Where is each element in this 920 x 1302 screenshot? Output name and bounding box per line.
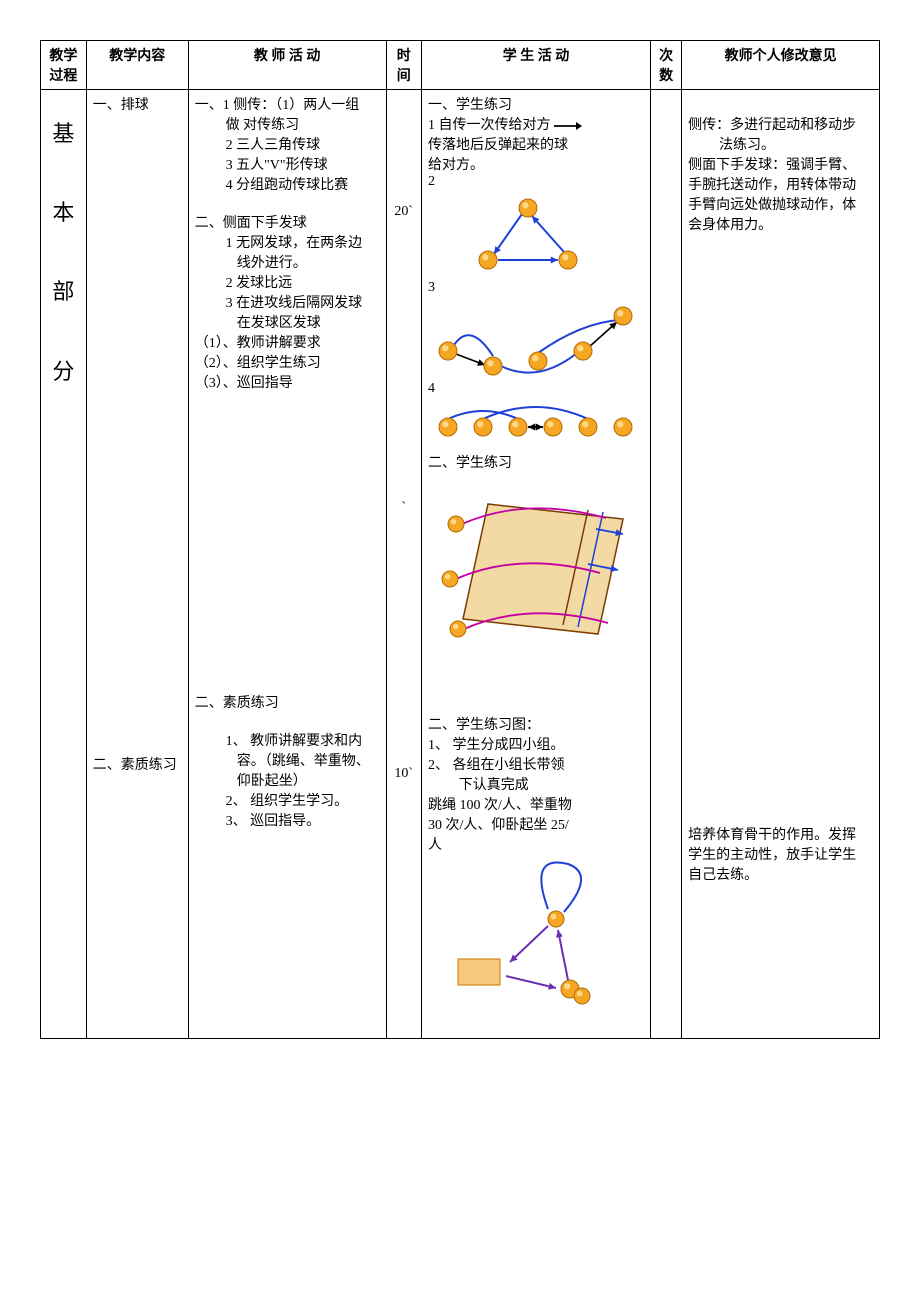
header-row: 教学过程 教学内容 教 师 活 动 时间 学 生 活 动 次数 教师个人修改意见 (41, 41, 880, 90)
t-s1-p1: （1）、教师讲解要求 (195, 332, 380, 352)
diagram-group (428, 854, 644, 1014)
st-s1-h: 一、学生练习 (428, 94, 644, 114)
st-s1-l1: 1 自传一次传给对方 (428, 118, 551, 133)
time-3: 10` (393, 766, 415, 782)
t-s2-h: 二、素质练习 (195, 692, 380, 712)
lesson-plan-table: 教学过程 教学内容 教 师 活 动 时间 学 生 活 动 次数 教师个人修改意见… (40, 40, 880, 1039)
time-cell: 20` ` 10` (386, 90, 421, 1039)
st-s2-l3c: 人 (428, 834, 644, 854)
hdr-content: 教学内容 (86, 41, 188, 90)
t-s1-p2: （2）、组织学生练习 (195, 352, 380, 372)
hdr-revision: 教师个人修改意见 (682, 41, 880, 90)
rev-2b: 手腕托送动作，用转体带动 (688, 174, 873, 194)
st-s2-l1: 1、 学生分成四小组。 (428, 734, 644, 754)
st-s2-l3b: 30 次/人、仰卧起坐 25/ (428, 814, 644, 834)
diagram-court (428, 484, 644, 644)
st-s2-l3a: 跳绳 100 次/人、举重物 (428, 794, 644, 814)
t-s1-l3: 3 五人"V"形传球 (195, 154, 380, 174)
t-s2-l3: 3、 巡回指导。 (195, 810, 380, 830)
st-lbl4: 4 (428, 381, 644, 397)
rev-3a: 培养体育骨干的作用。发挥 (688, 824, 873, 844)
proc-char-3: 部 (47, 252, 80, 331)
t-s2-l2: 2、 组织学生学习。 (195, 790, 380, 810)
t-s1-h2-l1: 1 无网发球，在两条边 (195, 232, 380, 252)
body-row: 基 本 部 分 一、排球 二、素质练习 一、1 侧传：（1）两人一组 做 对传练… (41, 90, 880, 1039)
t-s1-l2: 2 三人三角传球 (195, 134, 380, 154)
rev-1a: 侧传：多进行起动和移动步 (688, 114, 873, 134)
hdr-teacher: 教 师 活 动 (188, 41, 386, 90)
hdr-student: 学 生 活 动 (421, 41, 650, 90)
proc-char-4: 分 (47, 332, 80, 411)
count-cell (650, 90, 681, 1039)
hdr-count: 次数 (650, 41, 681, 90)
st-s2-h: 二、学生练习图： (428, 714, 644, 734)
rev-2a: 侧面下手发球：强调手臂、 (688, 154, 873, 174)
st-s1-h2: 二、学生练习 (428, 452, 644, 472)
t-s1-l4: 4 分组跑动传球比赛 (195, 174, 380, 194)
st-s2-l2: 2、 各组在小组长带领 (428, 754, 644, 774)
rev-3b: 学生的主动性，放手让学生 (688, 844, 873, 864)
t-s2-l1c: 仰卧起坐） (195, 770, 380, 790)
diagram-vshape (428, 296, 644, 381)
diagram-line6 (428, 397, 644, 452)
proc-char-1: 基 (47, 94, 80, 173)
t-s1-h2-l2: 2 发球比远 (195, 272, 380, 292)
t-s2-l1: 1、 教师讲解要求和内 (195, 730, 380, 750)
t-s1-h2-l1b: 线外进行。 (195, 252, 380, 272)
st-s1-l2b: 给对方。 (428, 154, 644, 174)
st-lbl2: 2 (428, 174, 644, 190)
rev-3c: 自己去练。 (688, 864, 873, 884)
st-s1-l1-wrap: 1 自传一次传给对方 (428, 114, 644, 134)
hdr-process: 教学过程 (41, 41, 87, 90)
t-s1-h2: 二、侧面下手发球 (195, 212, 380, 232)
proc-char-2: 本 (47, 173, 80, 252)
t-s1-h2-l3b: 在发球区发球 (195, 312, 380, 332)
st-s1-l2a: 传落地后反弹起来的球 (428, 134, 644, 154)
student-cell: 一、学生练习 1 自传一次传给对方 传落地后反弹起来的球 给对方。 2 3 4 … (421, 90, 650, 1039)
time-1: 20` (393, 204, 415, 220)
teacher-cell: 一、1 侧传：（1）两人一组 做 对传练习 2 三人三角传球 3 五人"V"形传… (188, 90, 386, 1039)
lesson-plan-page: 教学过程 教学内容 教 师 活 动 时间 学 生 活 动 次数 教师个人修改意见… (40, 40, 880, 1039)
st-s2-l2b: 下认真完成 (428, 774, 644, 794)
t-s2-l1b: 容。（跳绳、举重物、 (195, 750, 380, 770)
rev-1b: 法练习。 (688, 134, 873, 154)
diagram-triangle (428, 190, 644, 280)
rev-2c: 手臂向远处做抛球动作，体 (688, 194, 873, 214)
t-s1-h2-l3: 3 在进攻线后隔网发球 (195, 292, 380, 312)
t-s1-p3: （3）、巡回指导 (195, 372, 380, 392)
content-sec1: 一、排球 (93, 94, 182, 114)
arrow-icon (554, 121, 582, 131)
content-cell: 一、排球 二、素质练习 (86, 90, 188, 1039)
time-2: ` (393, 500, 415, 516)
t-s1-h1b: 做 对传练习 (195, 114, 380, 134)
content-sec2: 二、素质练习 (93, 754, 182, 774)
hdr-time: 时间 (386, 41, 421, 90)
process-label-cell: 基 本 部 分 (41, 90, 87, 1039)
st-lbl3: 3 (428, 280, 644, 296)
revision-cell: 侧传：多进行起动和移动步 法练习。 侧面下手发球：强调手臂、 手腕托送动作，用转… (682, 90, 880, 1039)
rev-2d: 会身体用力。 (688, 214, 873, 234)
t-s1-h1: 一、1 侧传：（1）两人一组 (195, 94, 380, 114)
